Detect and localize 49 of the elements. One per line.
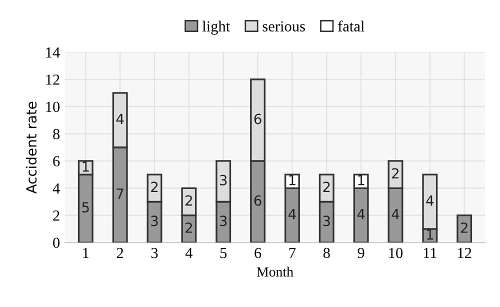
x-tick-label: 8: [323, 248, 330, 258]
data-label: 4: [426, 195, 434, 206]
y-tick-label: 2: [53, 210, 60, 221]
data-label: 3: [323, 216, 330, 226]
data-label: 1: [427, 229, 434, 240]
x-tick-label: 10: [389, 248, 403, 258]
data-label: 2: [186, 195, 192, 206]
data-label: 6: [254, 195, 262, 206]
x-tick-label: 7: [289, 248, 296, 258]
data-label: 4: [357, 209, 365, 220]
data-label: 5: [82, 202, 89, 213]
x-tick-label: 5: [220, 248, 227, 258]
x-tick-label: 3: [151, 248, 158, 258]
x-tick-label: 6: [254, 248, 262, 258]
data-label: 3: [151, 216, 158, 226]
y-tick-label: 8: [53, 128, 60, 140]
data-label: 2: [392, 168, 399, 178]
data-label: 2: [323, 182, 330, 192]
x-tick-label: 1: [83, 248, 89, 258]
y-tick-label: 10: [46, 102, 60, 112]
data-label: 1: [82, 161, 89, 172]
x-tick-label: 4: [185, 248, 193, 258]
data-label: 4: [392, 209, 400, 220]
x-tick-label: 12: [458, 248, 472, 258]
y-tick-label: 4: [52, 183, 60, 194]
data-label: 3: [220, 216, 227, 226]
y-tick-label: 14: [46, 47, 60, 58]
data-label: 1: [358, 175, 364, 186]
data-label: 6: [254, 114, 262, 124]
legend-label: light: [202, 20, 230, 35]
data-label: 2: [151, 182, 158, 192]
data-label: 2: [460, 222, 468, 233]
y-axis-title: Accident rate: [26, 102, 37, 194]
x-tick-label: 9: [358, 248, 364, 258]
y-tick-label: 0: [53, 238, 60, 248]
bar: [456, 214, 472, 243]
data-label: 3: [220, 174, 227, 186]
data-label: 4: [116, 114, 124, 124]
x-tick-label: 11: [424, 248, 436, 258]
data-label: 2: [186, 222, 192, 233]
data-label: 7: [116, 188, 124, 199]
legend-label: serious: [262, 21, 305, 32]
x-tick-label: 2: [116, 248, 124, 258]
data-label: 1: [289, 175, 296, 186]
legend-label: fatal: [338, 20, 364, 32]
x-axis-title: Month: [256, 266, 294, 277]
y-tick-label: 12: [46, 74, 60, 85]
data-label: 4: [288, 209, 296, 220]
y-tick-label: 6: [53, 156, 60, 166]
